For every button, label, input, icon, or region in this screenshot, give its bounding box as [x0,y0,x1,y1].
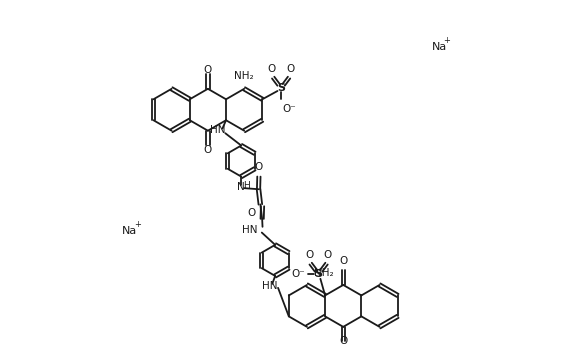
Text: O: O [268,64,276,74]
Text: O: O [204,145,212,155]
Text: H: H [243,181,250,190]
Text: O: O [286,64,295,74]
Text: O: O [324,250,332,260]
Text: S: S [277,83,285,94]
Text: O⁻: O⁻ [282,104,296,114]
Text: O: O [339,256,347,266]
Text: O: O [305,250,313,260]
Text: +: + [134,220,140,229]
Text: O: O [247,209,255,218]
Text: S: S [314,269,323,280]
Text: NH₂: NH₂ [314,268,334,278]
Text: O: O [204,65,212,75]
Text: Na: Na [432,41,447,52]
Text: Na: Na [122,226,138,236]
Text: O: O [255,162,263,172]
Text: N: N [236,182,244,193]
Text: O⁻: O⁻ [291,269,305,280]
Text: HN: HN [262,281,277,291]
Text: HN: HN [242,225,257,235]
Text: NH₂: NH₂ [234,71,254,81]
Text: O: O [339,336,347,346]
Text: +: + [443,36,450,44]
Text: HN: HN [210,125,225,135]
